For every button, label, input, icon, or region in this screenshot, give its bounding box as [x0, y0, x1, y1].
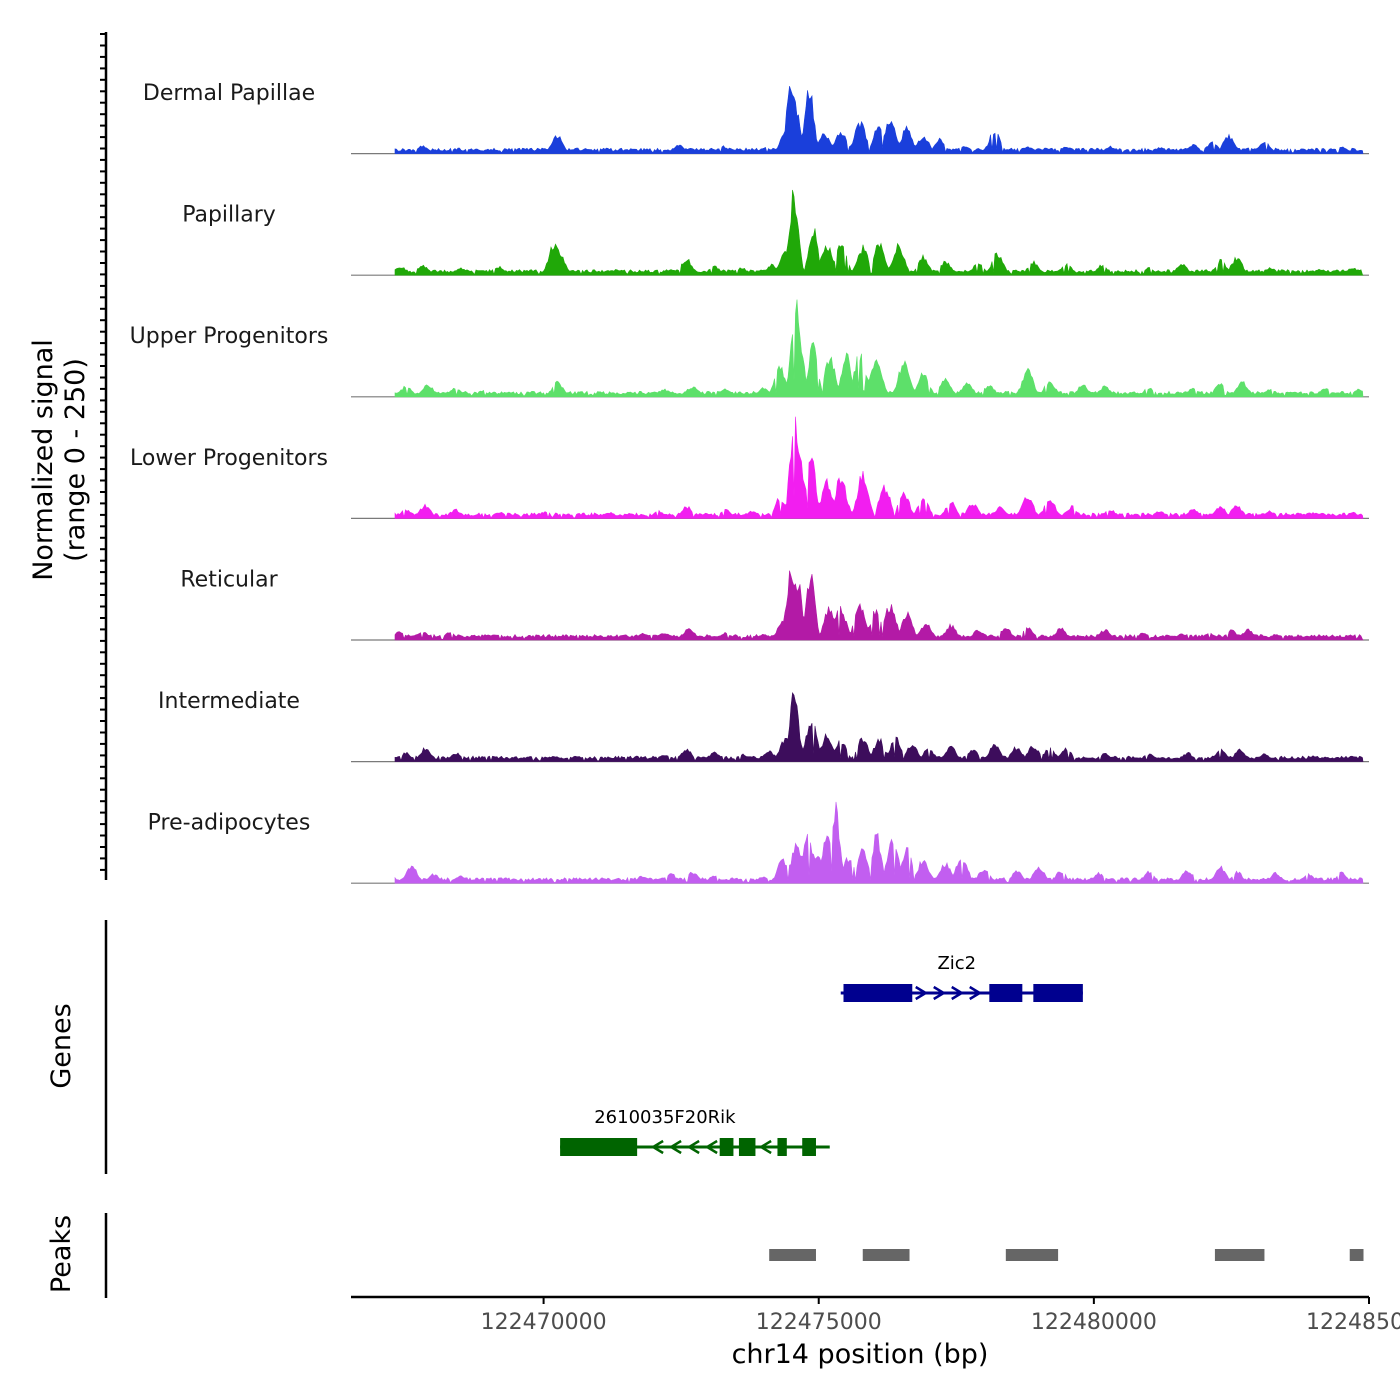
x-axis-title: chr14 position (bp) — [732, 1339, 989, 1370]
signal-area — [394, 570, 1364, 641]
track-reticular: Reticular — [180, 567, 1369, 641]
signal-area — [394, 299, 1364, 398]
strand-arrow — [650, 1139, 664, 1155]
track-label: Pre-adipocytes — [148, 811, 311, 836]
x-axis-ticks: 122470000 122475000 122480000 122485000 — [481, 1297, 1400, 1335]
strand-arrow — [668, 1139, 682, 1155]
track-label: Intermediate — [158, 689, 300, 714]
signal-area — [394, 416, 1364, 519]
track-lower-progenitors: Lower Progenitors — [130, 416, 1369, 520]
x-tick-label: 122480000 — [1031, 1310, 1157, 1335]
track-label: Lower Progenitors — [130, 446, 328, 471]
x-tick-label: 122485000 — [1306, 1310, 1400, 1335]
peaks-track — [769, 1249, 1364, 1261]
gene-label: 2610035F20Rik — [594, 1107, 736, 1128]
x-tick-label: 122470000 — [481, 1310, 607, 1335]
strand-arrow — [758, 1139, 772, 1155]
gene-exon — [738, 1138, 756, 1156]
signal-area — [394, 691, 1364, 762]
strand-arrow — [951, 985, 965, 1001]
signal-area — [394, 801, 1364, 884]
track-dermal-papillae: Dermal Papillae — [143, 81, 1369, 155]
track-upper-progenitors: Upper Progenitors — [130, 299, 1369, 398]
gene-exon — [777, 1138, 787, 1156]
gene-exon — [843, 984, 913, 1002]
genes-track: Zic2 2610035F20Rik — [560, 953, 1083, 1156]
gene-zic2: Zic2 — [840, 953, 1083, 1002]
track-intermediate: Intermediate — [158, 689, 1369, 763]
genes-track-title: Genes — [46, 1003, 77, 1088]
gene-label: Zic2 — [937, 953, 976, 974]
peak-region — [1005, 1249, 1059, 1261]
track-label: Reticular — [180, 567, 278, 592]
signal-tracks: Dermal Papillae Papillary Upper Progenitor… — [130, 81, 1369, 884]
signal-area — [394, 189, 1364, 276]
track-papillary: Papillary — [182, 189, 1369, 276]
gene-exon — [560, 1138, 638, 1156]
gene-exon — [802, 1138, 816, 1156]
peak-region — [862, 1249, 910, 1261]
peak-region — [769, 1249, 816, 1261]
strand-arrow — [933, 985, 947, 1001]
peaks-track-title: Peaks — [46, 1215, 77, 1293]
track-label: Dermal Papillae — [143, 81, 315, 106]
strand-arrow — [704, 1139, 718, 1155]
gene-2610035f20rik: 2610035F20Rik — [560, 1107, 830, 1156]
y-axis-title-line1: Normalized signal — [28, 339, 59, 581]
track-label: Papillary — [182, 203, 276, 228]
signal-area — [394, 86, 1364, 154]
gene-exon — [989, 984, 1023, 1002]
x-tick-label: 122475000 — [756, 1310, 882, 1335]
strand-arrow — [969, 985, 983, 1001]
track-pre-adipocytes: Pre-adipocytes — [148, 801, 1369, 884]
strand-arrow — [686, 1139, 700, 1155]
peak-region — [1349, 1249, 1364, 1261]
track-label: Upper Progenitors — [130, 324, 329, 349]
strand-arrow — [915, 985, 929, 1001]
gene-exon — [1033, 984, 1083, 1002]
y-axis-title-line2: (range 0 - 250) — [60, 358, 91, 562]
peak-region — [1214, 1249, 1265, 1261]
gene-exon — [719, 1138, 734, 1156]
